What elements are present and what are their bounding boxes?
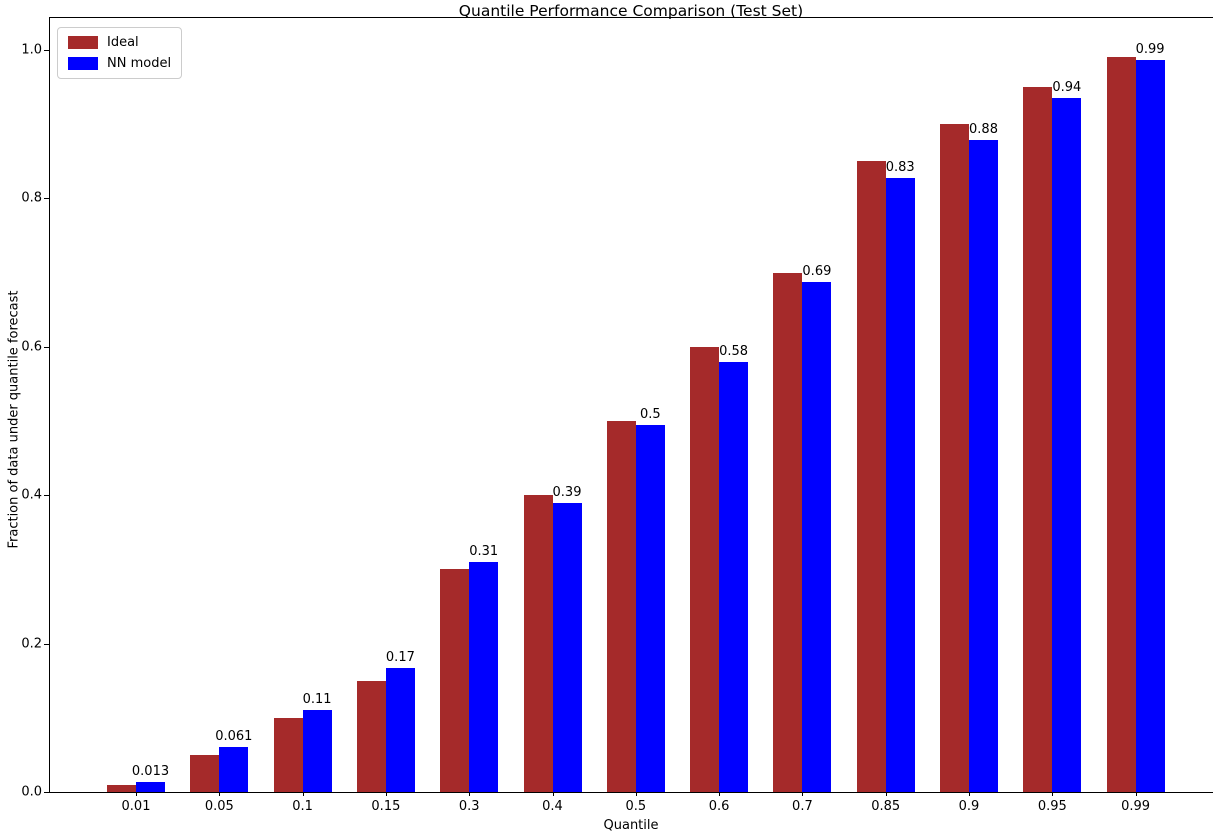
x-tick-mark: [885, 792, 887, 796]
x-tick-mark: [302, 792, 304, 796]
y-tick-mark: [44, 495, 49, 497]
bar-nn-0.1: [302, 710, 332, 792]
bar-nn-0.15: [385, 668, 415, 792]
plot-area: 0.013 0.01 0.061 0.05 0.11 0.1 0.17 0.15 0.31 0.3…: [21, 17, 1213, 814]
x-tick-label: 0.1: [292, 799, 313, 814]
chart-title: Quantile Performance Comparison (Test Se…: [458, 2, 804, 20]
y-tick-label: 1.0: [21, 42, 42, 58]
legend-swatch-icon: [68, 36, 98, 49]
y-tick-label: 0.2: [21, 636, 42, 652]
bar-ideal-0.95: [1023, 87, 1053, 792]
legend-label: NN model: [107, 56, 172, 71]
legend-item: Ideal: [68, 35, 171, 50]
x-tick-mark: [1052, 792, 1054, 796]
bar-nn-0.6: [719, 361, 749, 792]
bar-value-label: 0.58: [719, 343, 749, 359]
y-tick-mark: [44, 792, 49, 793]
y-tick-mark: [44, 198, 49, 200]
bar-value-label: 0.31: [469, 543, 499, 559]
bar-ideal-0.6: [690, 346, 720, 792]
x-tick-label: 0.7: [792, 799, 813, 814]
y-tick-mark: [44, 346, 49, 348]
legend-item: NN model: [68, 56, 171, 71]
bar-ideal-0.05: [190, 754, 220, 792]
x-tick-mark: [552, 792, 554, 796]
bar-value-label: 0.94: [1052, 80, 1082, 96]
x-tick-label: 0.05: [204, 799, 234, 814]
x-tick-mark: [469, 792, 471, 796]
x-tick-mark: [635, 792, 637, 796]
x-tick-mark: [136, 792, 137, 796]
bar-value-label: 0.013: [131, 764, 170, 780]
y-tick-label: 0.4: [21, 487, 42, 503]
bar-nn-0.9: [969, 139, 998, 792]
bar-ideal-0.1: [273, 717, 303, 792]
bar-nn-0.99: [1135, 59, 1165, 792]
bar-value-label: 0.061: [215, 728, 253, 744]
bar-value-label: 0.39: [552, 484, 582, 500]
y-tick-label: 0.6: [21, 339, 42, 355]
bar-ideal-0.99: [1106, 57, 1136, 792]
y-tick-label: 0.8: [21, 190, 42, 206]
bar-value-label: 0.5: [639, 406, 661, 422]
x-tick-label: 0.95: [1037, 799, 1067, 814]
x-tick-mark: [719, 792, 721, 796]
x-tick-label: 0.4: [542, 799, 563, 814]
x-tick-label: 0.6: [708, 799, 730, 814]
bar-ideal-0.4: [523, 495, 553, 792]
x-tick-label: 0.99: [1121, 799, 1151, 814]
y-tick-mark: [44, 643, 49, 645]
y-tick-mark: [44, 49, 49, 51]
bar-nn-0.95: [1052, 98, 1082, 792]
bar-value-label: 0.88: [969, 121, 998, 137]
x-tick-mark: [969, 792, 970, 796]
bar-ideal-0.7: [773, 272, 803, 792]
x-tick-label: 0.9: [958, 799, 980, 814]
x-tick-mark: [802, 792, 804, 796]
bar-value-label: 0.99: [1135, 41, 1165, 57]
x-tick-label: 0.15: [371, 799, 401, 814]
bar-ideal-0.85: [856, 161, 886, 792]
bar-ideal-0.5: [606, 420, 636, 792]
bar-nn-0.01: [136, 782, 165, 792]
bar-value-label: 0.69: [802, 264, 832, 280]
x-tick-mark: [1135, 792, 1137, 796]
bar-ideal-0.01: [107, 784, 136, 792]
bar-nn-0.85: [885, 178, 915, 792]
x-tick-label: 0.5: [625, 799, 647, 814]
bar-nn-0.05: [219, 746, 249, 792]
bar-nn-0.5: [635, 424, 665, 792]
bar-nn-0.7: [802, 282, 832, 792]
bar-ideal-0.3: [440, 569, 470, 792]
bar-value-label: 0.11: [302, 692, 332, 708]
x-tick-label: 0.85: [871, 799, 901, 814]
x-tick-mark: [219, 792, 221, 796]
y-axis-title: Fraction of data under quantile forecast: [6, 290, 22, 549]
bar-nn-0.4: [552, 502, 582, 792]
legend-label: Ideal: [107, 35, 139, 50]
bar-value-label: 0.83: [885, 160, 915, 176]
x-tick-label: 0.01: [121, 799, 151, 814]
bar-ideal-0.9: [940, 124, 969, 792]
x-tick-label: 0.3: [458, 799, 480, 814]
bar-ideal-0.15: [356, 680, 386, 792]
y-tick-label: 0.0: [21, 784, 42, 800]
bar-value-label: 0.17: [385, 650, 415, 666]
legend-swatch-icon: [68, 57, 98, 70]
bar-nn-0.3: [469, 561, 499, 792]
legend: Ideal NN model: [57, 27, 183, 79]
x-axis-title: Quantile: [603, 818, 659, 833]
x-tick-mark: [385, 792, 387, 796]
